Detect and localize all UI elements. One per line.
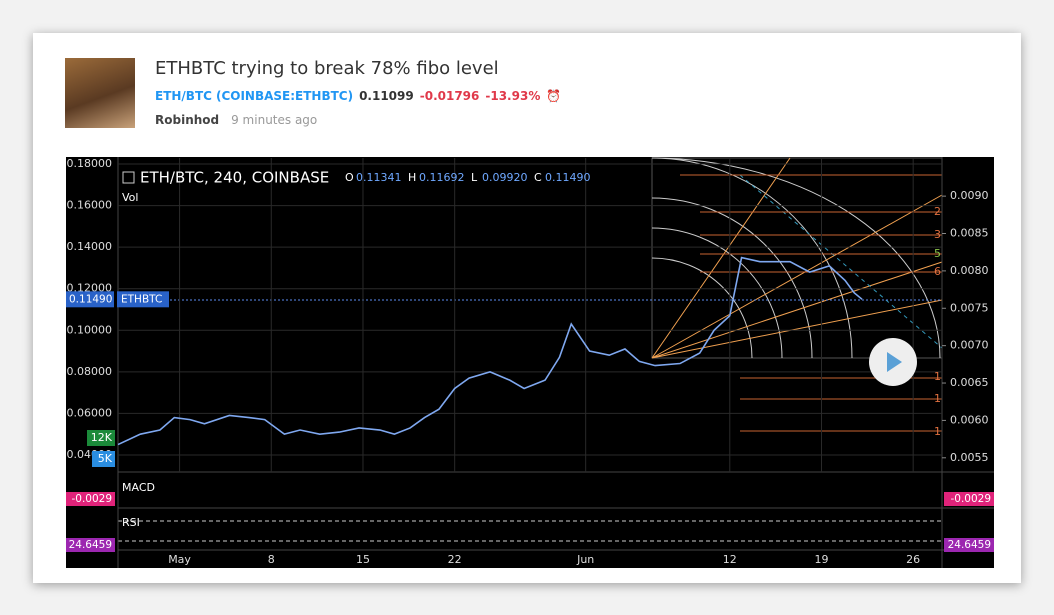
y2-tick-label: 0.0070 <box>950 339 989 352</box>
idea-title[interactable]: ETHBTC trying to break 78% fibo level <box>155 58 499 79</box>
change-pct: -13.93% <box>485 89 541 103</box>
alert-icon[interactable]: ⏰ <box>546 89 562 103</box>
fib-label: 3 <box>934 228 941 241</box>
fib-arcs <box>651 157 941 359</box>
indicator-value: -0.0029 <box>950 493 991 505</box>
y-tick-label: 0.08000 <box>67 365 113 378</box>
ohlc-key: L <box>471 171 478 184</box>
x-tick-label: 12 <box>723 553 737 566</box>
price-tag: 0.11490 <box>69 293 112 305</box>
fib-fan <box>651 157 943 359</box>
indicator-value: 24.6459 <box>948 539 991 551</box>
volume-tag: 12K <box>91 431 113 444</box>
x-tick-label: 19 <box>814 553 828 566</box>
fib-label: 5 <box>934 247 941 260</box>
y-tick-label: 0.18000 <box>67 157 113 170</box>
ohlc-value: 0.11341 <box>356 171 402 184</box>
volume-tag: 5K <box>98 452 113 465</box>
y2-tick-label: 0.0080 <box>950 264 989 277</box>
time: 9 minutes ago <box>231 113 318 127</box>
y2-tick-label: 0.0075 <box>950 301 989 314</box>
fib-label: 1 <box>934 392 941 405</box>
price: 0.11099 <box>359 89 414 103</box>
chart: 0.040000.060000.080000.100000.120000.140… <box>66 157 994 568</box>
rsi-bands <box>118 520 942 542</box>
symbol-tag: ETHBTC <box>121 293 162 305</box>
indicator-tag-bg <box>66 538 115 552</box>
x-tick-label: 8 <box>268 553 275 566</box>
author-line: Robinhod 9 minutes ago <box>155 113 317 127</box>
play-button[interactable] <box>869 338 917 386</box>
fib-label: 1 <box>934 370 941 383</box>
y-tick-label: 0.06000 <box>67 406 113 419</box>
volume-tag-bg <box>92 451 115 467</box>
ohlc-key: O <box>345 171 354 184</box>
y2-tick-label: 0.0085 <box>950 227 989 240</box>
indicator-tag-bg <box>66 492 115 506</box>
y2-tick-label: 0.0055 <box>950 451 989 464</box>
indicator-tag-bg <box>944 538 994 552</box>
chart-bg <box>66 157 994 568</box>
price-tag-bg <box>66 291 114 308</box>
ohlc-value: 0.11692 <box>419 171 465 184</box>
fib-label: 6 <box>934 265 941 278</box>
author[interactable]: Robinhod <box>155 113 220 127</box>
fib-label: 1 <box>934 425 941 438</box>
legend-icon <box>122 171 135 184</box>
fib-label: 2 <box>934 205 941 218</box>
symbol-line: ETH/BTC (COINBASE:ETHBTC) 0.11099 -0.01796-… <box>155 89 567 103</box>
x-tick-label: Jun <box>576 553 594 566</box>
symbol[interactable]: ETH/BTC <box>155 89 212 103</box>
y-tick-label: 0.10000 <box>67 323 113 336</box>
y-tick-label: 0.16000 <box>67 199 113 212</box>
ohlc-value: 0.11490 <box>545 171 591 184</box>
x-tick-label: 22 <box>448 553 462 566</box>
ohlc-key: H <box>408 171 416 184</box>
symbol-tag-bg <box>117 291 169 308</box>
y-tick-label: 0.14000 <box>67 240 113 253</box>
indicator-value: -0.0029 <box>71 493 112 505</box>
chart-title: ETH/BTC, 240, COINBASE <box>140 169 329 187</box>
x-tick-label: 15 <box>356 553 370 566</box>
y2-tick-label: 0.0065 <box>950 376 989 389</box>
indicator-name: RSI <box>122 516 140 529</box>
avatar[interactable] <box>65 58 135 128</box>
indicator-tag-bg <box>944 492 994 506</box>
exchange[interactable]: (COINBASE:ETHBTC) <box>215 89 354 103</box>
price-line <box>117 256 863 446</box>
indicator-value: 24.6459 <box>69 539 112 551</box>
x-tick-label: May <box>168 553 191 566</box>
ohlc-value: 0.09920 <box>482 171 528 184</box>
volume-tag-bg <box>87 430 115 446</box>
change: -0.01796 <box>419 89 480 103</box>
y2-tick-label: 0.0090 <box>950 189 989 202</box>
x-tick-label: 26 <box>906 553 920 566</box>
ohlc-key: C <box>534 171 542 184</box>
y2-tick-label: 0.0060 <box>950 413 989 426</box>
indicator-name: MACD <box>122 481 155 494</box>
pane-borders <box>117 157 994 568</box>
volume-label: Vol <box>122 191 138 204</box>
